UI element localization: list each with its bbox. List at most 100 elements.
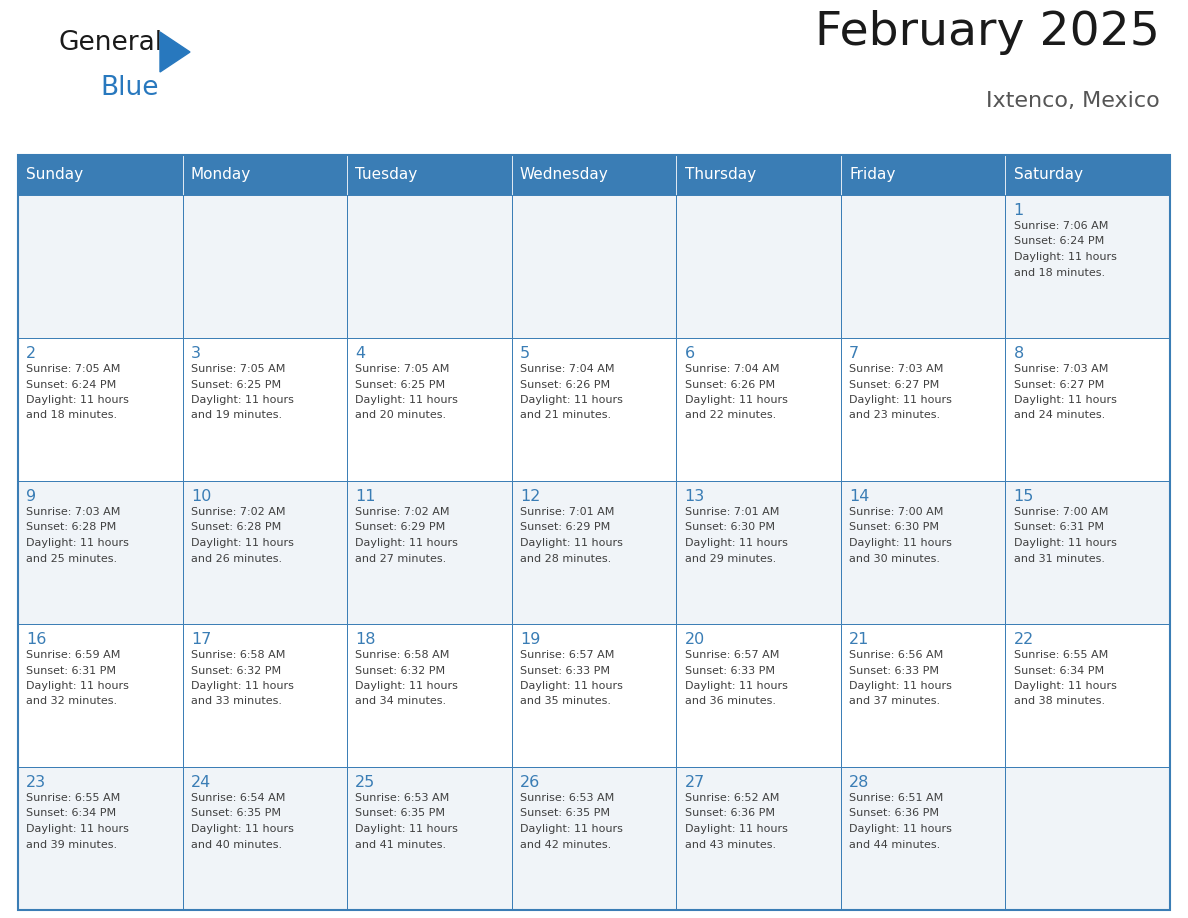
Text: and 18 minutes.: and 18 minutes.: [1013, 267, 1105, 277]
Bar: [183, 155, 347, 195]
Bar: [18, 195, 183, 338]
Text: Sunset: 6:36 PM: Sunset: 6:36 PM: [684, 809, 775, 819]
Bar: [347, 155, 512, 195]
Text: 1: 1: [1013, 203, 1024, 218]
Text: Sunset: 6:29 PM: Sunset: 6:29 PM: [520, 522, 611, 532]
Text: 19: 19: [520, 632, 541, 647]
Text: Sunrise: 7:04 AM: Sunrise: 7:04 AM: [520, 364, 614, 374]
Text: and 32 minutes.: and 32 minutes.: [26, 697, 118, 707]
Text: and 38 minutes.: and 38 minutes.: [1013, 697, 1105, 707]
Text: 14: 14: [849, 489, 870, 504]
Text: Sunset: 6:35 PM: Sunset: 6:35 PM: [191, 809, 280, 819]
Text: Daylight: 11 hours: Daylight: 11 hours: [1013, 395, 1117, 405]
Text: Sunset: 6:24 PM: Sunset: 6:24 PM: [1013, 237, 1104, 247]
Text: Sunrise: 6:54 AM: Sunrise: 6:54 AM: [191, 793, 285, 803]
Bar: [347, 767, 512, 910]
Bar: [347, 195, 512, 338]
Text: Sunrise: 6:55 AM: Sunrise: 6:55 AM: [26, 793, 120, 803]
Bar: [1005, 481, 1170, 624]
Text: Sunrise: 6:58 AM: Sunrise: 6:58 AM: [191, 650, 285, 660]
Text: Monday: Monday: [191, 167, 251, 183]
Text: Sunrise: 7:06 AM: Sunrise: 7:06 AM: [1013, 221, 1108, 231]
Bar: [841, 481, 1005, 624]
Text: Sunrise: 6:57 AM: Sunrise: 6:57 AM: [684, 650, 779, 660]
Text: Sunset: 6:27 PM: Sunset: 6:27 PM: [849, 379, 940, 389]
Text: Sunrise: 6:53 AM: Sunrise: 6:53 AM: [520, 793, 614, 803]
Bar: [1005, 338, 1170, 481]
Bar: [512, 767, 676, 910]
Text: Daylight: 11 hours: Daylight: 11 hours: [1013, 681, 1117, 691]
Text: 2: 2: [26, 346, 37, 361]
Bar: [1005, 767, 1170, 910]
Text: Sunset: 6:24 PM: Sunset: 6:24 PM: [26, 379, 116, 389]
Text: Sunrise: 7:00 AM: Sunrise: 7:00 AM: [1013, 507, 1108, 517]
Text: Friday: Friday: [849, 167, 896, 183]
Text: Sunrise: 7:03 AM: Sunrise: 7:03 AM: [26, 507, 121, 517]
Text: Daylight: 11 hours: Daylight: 11 hours: [520, 395, 623, 405]
Text: Sunset: 6:32 PM: Sunset: 6:32 PM: [191, 666, 280, 676]
Bar: [676, 624, 841, 767]
Text: and 40 minutes.: and 40 minutes.: [191, 839, 282, 849]
Bar: [841, 195, 1005, 338]
Text: Daylight: 11 hours: Daylight: 11 hours: [355, 824, 459, 834]
Text: and 39 minutes.: and 39 minutes.: [26, 839, 118, 849]
Bar: [18, 155, 183, 195]
Text: and 28 minutes.: and 28 minutes.: [520, 554, 611, 564]
Text: Sunrise: 7:02 AM: Sunrise: 7:02 AM: [191, 507, 285, 517]
Text: Sunset: 6:34 PM: Sunset: 6:34 PM: [26, 809, 116, 819]
Text: Daylight: 11 hours: Daylight: 11 hours: [355, 395, 459, 405]
Text: Daylight: 11 hours: Daylight: 11 hours: [26, 538, 129, 548]
Text: 3: 3: [191, 346, 201, 361]
Bar: [347, 338, 512, 481]
Bar: [676, 338, 841, 481]
Text: 27: 27: [684, 775, 704, 790]
Text: Thursday: Thursday: [684, 167, 756, 183]
Bar: [841, 767, 1005, 910]
Text: and 26 minutes.: and 26 minutes.: [191, 554, 282, 564]
Text: Daylight: 11 hours: Daylight: 11 hours: [191, 538, 293, 548]
Bar: [676, 195, 841, 338]
Text: Sunset: 6:31 PM: Sunset: 6:31 PM: [26, 666, 116, 676]
Text: Sunset: 6:32 PM: Sunset: 6:32 PM: [355, 666, 446, 676]
Text: 16: 16: [26, 632, 46, 647]
Text: Sunset: 6:27 PM: Sunset: 6:27 PM: [1013, 379, 1104, 389]
Bar: [18, 481, 183, 624]
Text: Daylight: 11 hours: Daylight: 11 hours: [355, 681, 459, 691]
Text: 15: 15: [1013, 489, 1034, 504]
Bar: [841, 624, 1005, 767]
Text: and 23 minutes.: and 23 minutes.: [849, 410, 940, 420]
Text: Sunrise: 7:01 AM: Sunrise: 7:01 AM: [684, 507, 779, 517]
Text: 8: 8: [1013, 346, 1024, 361]
Text: Sunset: 6:31 PM: Sunset: 6:31 PM: [1013, 522, 1104, 532]
Text: 7: 7: [849, 346, 859, 361]
Bar: [347, 481, 512, 624]
Text: Sunset: 6:29 PM: Sunset: 6:29 PM: [355, 522, 446, 532]
Text: and 30 minutes.: and 30 minutes.: [849, 554, 940, 564]
Polygon shape: [160, 32, 190, 72]
Bar: [676, 767, 841, 910]
Bar: [183, 195, 347, 338]
Text: Daylight: 11 hours: Daylight: 11 hours: [1013, 538, 1117, 548]
Text: Daylight: 11 hours: Daylight: 11 hours: [520, 824, 623, 834]
Text: and 34 minutes.: and 34 minutes.: [355, 697, 447, 707]
Bar: [676, 481, 841, 624]
Text: Sunrise: 6:58 AM: Sunrise: 6:58 AM: [355, 650, 450, 660]
Text: 11: 11: [355, 489, 375, 504]
Text: and 24 minutes.: and 24 minutes.: [1013, 410, 1105, 420]
Text: Daylight: 11 hours: Daylight: 11 hours: [849, 395, 952, 405]
Text: Sunset: 6:33 PM: Sunset: 6:33 PM: [849, 666, 939, 676]
Text: 21: 21: [849, 632, 870, 647]
Text: Daylight: 11 hours: Daylight: 11 hours: [1013, 252, 1117, 262]
Text: and 18 minutes.: and 18 minutes.: [26, 410, 118, 420]
Text: Sunrise: 7:00 AM: Sunrise: 7:00 AM: [849, 507, 943, 517]
Text: and 29 minutes.: and 29 minutes.: [684, 554, 776, 564]
Text: Sunset: 6:35 PM: Sunset: 6:35 PM: [520, 809, 609, 819]
Bar: [512, 338, 676, 481]
Text: Sunset: 6:26 PM: Sunset: 6:26 PM: [684, 379, 775, 389]
Text: 20: 20: [684, 632, 704, 647]
Text: and 36 minutes.: and 36 minutes.: [684, 697, 776, 707]
Text: 26: 26: [520, 775, 541, 790]
Text: Daylight: 11 hours: Daylight: 11 hours: [26, 824, 129, 834]
Text: 9: 9: [26, 489, 37, 504]
Text: Daylight: 11 hours: Daylight: 11 hours: [26, 395, 129, 405]
